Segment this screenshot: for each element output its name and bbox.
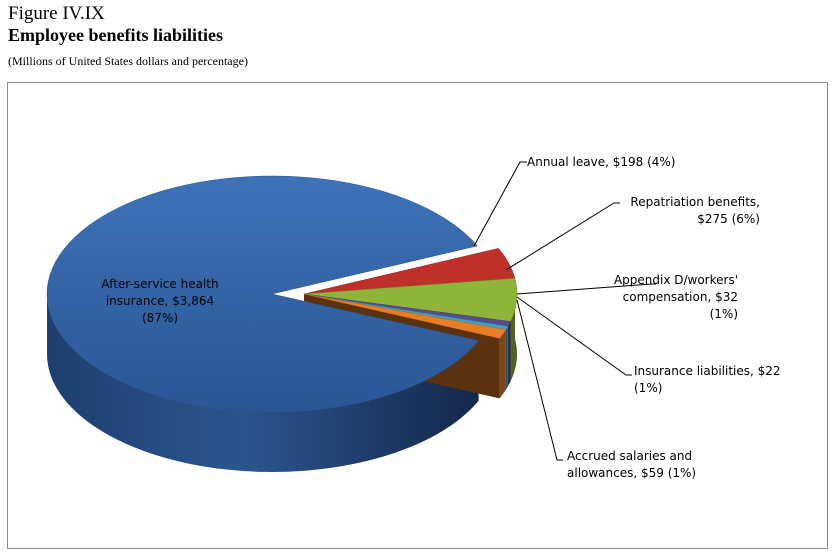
leader-line <box>505 202 620 271</box>
leader-line <box>516 283 656 295</box>
slice-label: Repatriation benefits, $275 (6%) <box>630 195 760 226</box>
figure-title: Employee benefits liabilities <box>8 25 223 45</box>
leader-line <box>516 296 632 376</box>
leader-line <box>473 161 527 247</box>
figure-subtitle: (Millions of United States dollars and p… <box>8 54 248 68</box>
pie-side-after-service <box>46 294 479 473</box>
slice-label: Annual leave, $198 (4%) <box>527 155 675 169</box>
slice-label: After-service health insurance, $3,864 (87… <box>101 277 218 325</box>
leader-line <box>516 299 563 461</box>
pie-side-4 <box>499 329 506 399</box>
pie-side-3 <box>505 326 508 390</box>
pie-slice-accrued-salaries-and-allowances <box>303 293 507 339</box>
slice-label: Appendix D/workers' compensation, $32 (1%) <box>614 273 738 321</box>
slice-label: Insurance liabilities, $22 (1%) <box>634 364 781 395</box>
slice-label: Accrued salaries and allowances, $59 (1%) <box>567 449 696 480</box>
figure-label: Figure IV.IX <box>8 3 105 24</box>
pie-slice-after-service <box>46 175 480 413</box>
pie-side-2 <box>507 321 511 387</box>
